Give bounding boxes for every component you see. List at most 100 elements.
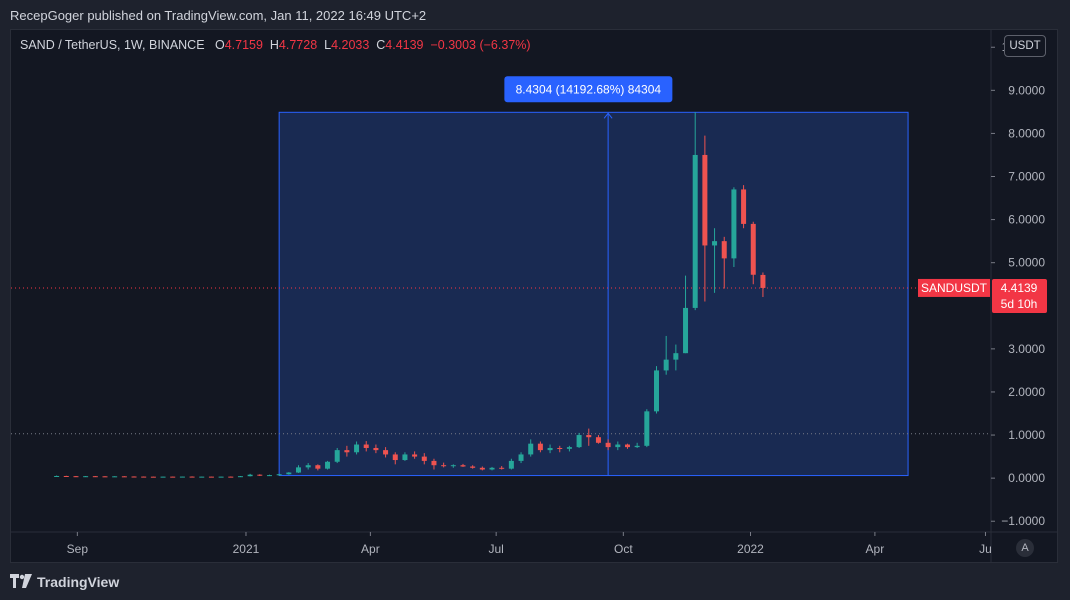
candle-body [450,465,456,467]
candle-body [470,466,476,468]
candle-body [508,460,514,469]
candle [741,185,747,229]
auto-scale-button[interactable]: A [1016,539,1034,557]
candle [141,476,147,478]
candle-body [54,475,60,477]
candle-body [160,476,166,478]
candle-body [73,476,79,478]
publisher-line: RecepGoger published on TradingView.com,… [10,8,427,23]
legend-symbol[interactable]: SAND / TetherUS, 1W, BINANCE [20,38,205,52]
candle-body [63,475,69,477]
candle-body [479,467,485,470]
candle [160,476,166,478]
candle [712,228,718,293]
candle-body [121,476,127,478]
candle-body [605,442,611,448]
candle [537,441,543,453]
legend-change: −0.3003 (−6.37%) [430,38,531,52]
candle [624,443,630,449]
candle [683,275,689,354]
candle [373,444,379,454]
candle [276,473,282,476]
candle-body [634,445,640,448]
y-tick-label: 3.0000 [1008,342,1045,356]
candle [354,441,360,455]
candle [63,475,69,477]
candle-body [276,474,282,476]
candle-body [586,435,592,438]
candle [605,439,611,451]
candle [73,475,79,478]
footer-brand[interactable]: TradingView [37,574,120,590]
chart-frame: 8.4304 (14192.68%) 8430410.00009.00008.0… [10,29,1058,563]
candle-body [237,476,243,478]
y-tick-label: 7.0000 [1008,170,1045,184]
candle [479,466,485,471]
candle-body [296,467,302,473]
candle-body [179,476,185,478]
candle-body [557,447,563,449]
y-tick-label: −1.0000 [1001,514,1045,528]
candle-body [208,476,214,478]
candle-body [286,472,292,475]
candle-body [83,476,89,478]
candle-body [528,443,534,455]
candle-body [189,476,195,478]
candle-body [663,359,669,371]
legend-high-label: H [269,38,279,52]
publisher-header: RecepGoger published on TradingView.com,… [0,0,1070,28]
candle-body [644,411,650,446]
candle [344,445,350,457]
candle [179,476,185,478]
candle [450,464,456,468]
x-tick-label: Ju [979,542,992,556]
candle-body [131,476,137,478]
candle-body [624,444,630,448]
candle [663,335,669,375]
legend-low-value: 4.2033 [331,38,370,52]
candlestick-chart[interactable]: 8.4304 (14192.68%) 8430410.00009.00008.0… [11,30,1057,562]
candle-body [412,454,418,457]
candle-body [141,476,147,478]
symbol-tag-label: SANDUSDT [921,281,988,295]
candle [305,463,311,470]
candle [247,473,253,477]
candle [750,221,756,285]
candle [421,453,427,465]
candle-body [721,241,727,259]
candle-body [712,241,718,246]
candle [296,465,302,473]
candle-body [392,454,398,461]
y-tick-label: 1.0000 [1008,428,1045,442]
candle [470,465,476,469]
candle-body [692,154,698,308]
candle [199,476,205,478]
candle-body [305,465,311,468]
candle-body [595,437,601,443]
candle [208,476,214,478]
candle-body [92,476,98,478]
y-tick-label: 5.0000 [1008,256,1045,270]
candle [644,409,650,448]
x-tick-label: Jul [488,542,503,556]
candle-body [489,467,495,470]
x-tick-label: Oct [614,542,633,556]
candle [595,435,601,444]
measure-label-box [504,76,673,103]
y-tick-label: 0.0000 [1008,471,1045,485]
candle-body [518,454,524,461]
candle-body [257,474,263,476]
legend-low-label: L [324,38,332,52]
currency-button[interactable]: USDT [1004,35,1046,57]
candle-body [683,307,689,354]
candle [189,476,195,478]
candle [363,441,369,452]
candle [150,476,156,478]
candle [615,441,621,451]
candle [92,475,98,478]
x-tick-label: Apr [866,542,885,556]
x-tick-label: 2021 [233,542,260,556]
candle [499,466,505,470]
candle [528,439,534,457]
candle-body [218,476,224,478]
